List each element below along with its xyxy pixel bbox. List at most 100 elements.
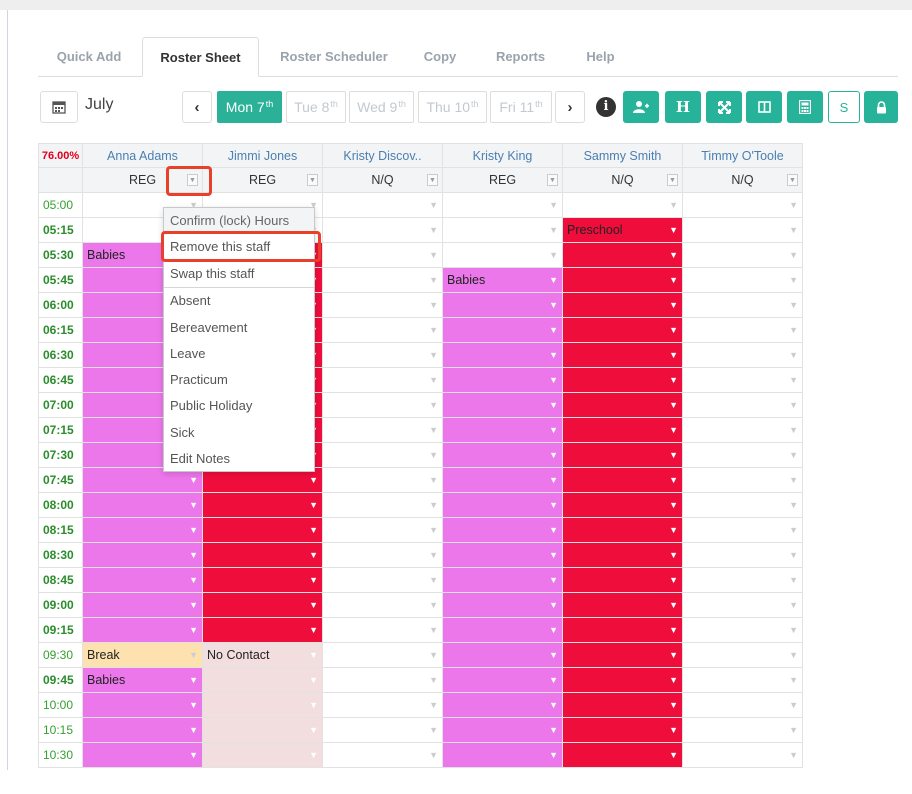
shift-cell[interactable]: ▼ xyxy=(563,718,683,743)
next-day-button[interactable]: › xyxy=(555,91,585,123)
shift-cell[interactable]: ▼ xyxy=(563,668,683,693)
menu-practicum[interactable]: Practicum xyxy=(170,372,228,387)
holiday-button[interactable]: H xyxy=(665,91,701,123)
shift-cell[interactable]: ▼ xyxy=(563,393,683,418)
shift-cell[interactable]: Preschool ▼ xyxy=(563,218,683,243)
staff-options-toggle[interactable]: ▼ xyxy=(787,174,798,186)
shift-cell[interactable]: ▼ xyxy=(563,543,683,568)
shift-cell[interactable]: ▼ xyxy=(683,493,803,518)
menu-sick[interactable]: Sick xyxy=(170,425,195,440)
s-button[interactable]: S xyxy=(828,91,860,123)
menu-swap-staff[interactable]: Swap this staff xyxy=(170,266,255,281)
shift-cell[interactable]: ▼ xyxy=(563,243,683,268)
tab-quick-add[interactable]: Quick Add xyxy=(56,49,122,64)
shift-cell[interactable]: ▼ xyxy=(683,668,803,693)
menu-absent[interactable]: Absent xyxy=(170,293,211,308)
shift-cell[interactable]: ▼ xyxy=(683,393,803,418)
staff-name-header[interactable]: Kristy Discov.. xyxy=(323,143,443,168)
shift-cell[interactable]: ▼ xyxy=(683,643,803,668)
shift-cell[interactable]: ▼ xyxy=(563,493,683,518)
tab-copy[interactable]: Copy xyxy=(423,49,457,64)
staff-name-header[interactable]: Kristy King xyxy=(443,143,563,168)
shift-cell[interactable]: ▼ xyxy=(203,618,323,643)
shift-cell[interactable]: ▼ xyxy=(683,193,803,218)
shift-cell[interactable]: ▼ xyxy=(203,493,323,518)
staff-options-toggle[interactable]: ▼ xyxy=(427,174,438,186)
shift-cell[interactable]: ▼ xyxy=(563,368,683,393)
shift-cell[interactable]: ▼ xyxy=(563,518,683,543)
shift-cell[interactable]: ▼ xyxy=(563,468,683,493)
shift-cell[interactable]: ▼ xyxy=(323,568,443,593)
shift-cell[interactable]: ▼ xyxy=(563,643,683,668)
shift-cell[interactable]: ▼ xyxy=(203,743,323,768)
columns-button[interactable] xyxy=(746,91,782,123)
shift-cell[interactable]: ▼ xyxy=(683,518,803,543)
shift-cell[interactable]: ▼ xyxy=(83,593,203,618)
shift-cell[interactable]: ▼ xyxy=(443,668,563,693)
shift-cell[interactable]: ▼ xyxy=(443,443,563,468)
shift-cell[interactable]: ▼ xyxy=(83,543,203,568)
shift-cell[interactable]: ▼ xyxy=(443,518,563,543)
shift-cell[interactable]: ▼ xyxy=(563,318,683,343)
shift-cell[interactable]: ▼ xyxy=(563,418,683,443)
shift-cell[interactable]: ▼ xyxy=(563,443,683,468)
staff-options-toggle[interactable]: ▼ xyxy=(307,174,318,186)
shift-cell[interactable]: ▼ xyxy=(683,268,803,293)
shift-cell[interactable]: ▼ xyxy=(323,268,443,293)
menu-confirm-lock-hours[interactable]: Confirm (lock) Hours xyxy=(164,208,314,234)
shift-cell[interactable]: ▼ xyxy=(683,443,803,468)
shift-cell[interactable]: ▼ xyxy=(443,543,563,568)
shift-cell[interactable]: ▼ xyxy=(203,718,323,743)
shift-cell[interactable]: ▼ xyxy=(683,343,803,368)
shift-cell[interactable]: ▼ xyxy=(683,693,803,718)
tab-help[interactable]: Help xyxy=(586,49,615,64)
lock-button[interactable] xyxy=(864,91,898,123)
shift-cell[interactable]: ▼ xyxy=(443,293,563,318)
shift-cell[interactable]: ▼ xyxy=(683,418,803,443)
staff-name-header[interactable]: Anna Adams xyxy=(83,143,203,168)
shift-cell[interactable]: ▼ xyxy=(83,743,203,768)
shift-cell[interactable]: ▼ xyxy=(323,318,443,343)
shift-cell[interactable]: ▼ xyxy=(83,568,203,593)
staff-options-toggle[interactable]: ▼ xyxy=(187,174,198,186)
shift-cell[interactable]: ▼ xyxy=(683,718,803,743)
menu-bereavement[interactable]: Bereavement xyxy=(170,320,248,335)
shift-cell[interactable]: ▼ xyxy=(443,393,563,418)
add-staff-button[interactable] xyxy=(623,91,659,123)
staff-name-header[interactable]: Jimmi Jones xyxy=(203,143,323,168)
shift-cell[interactable]: ▼ xyxy=(443,243,563,268)
prev-day-button[interactable]: ‹ xyxy=(182,91,212,123)
shift-cell[interactable]: ▼ xyxy=(83,193,203,218)
shift-cell[interactable]: ▼ xyxy=(563,693,683,718)
shift-cell[interactable]: ▼ xyxy=(443,568,563,593)
shift-cell[interactable]: ▼ xyxy=(323,593,443,618)
shift-cell[interactable]: ▼ xyxy=(683,468,803,493)
shift-cell[interactable]: ▼ xyxy=(323,518,443,543)
shift-cell[interactable]: ▼ xyxy=(323,293,443,318)
shift-cell[interactable]: ▼ xyxy=(683,568,803,593)
shift-cell[interactable]: ▼ xyxy=(323,543,443,568)
shift-cell[interactable]: ▼ xyxy=(443,468,563,493)
shift-cell[interactable]: No Contact ▼ xyxy=(203,643,323,668)
shift-cell[interactable]: ▼ xyxy=(323,343,443,368)
shift-cell[interactable]: ▼ xyxy=(563,618,683,643)
shift-cell[interactable]: ▼ xyxy=(323,668,443,693)
shift-cell[interactable]: ▼ xyxy=(83,493,203,518)
shift-cell[interactable]: ▼ xyxy=(83,718,203,743)
shift-cell[interactable]: ▼ xyxy=(563,593,683,618)
shift-cell[interactable]: ▼ xyxy=(323,718,443,743)
expand-button[interactable] xyxy=(706,91,742,123)
shift-cell[interactable]: ▼ xyxy=(443,618,563,643)
shift-cell[interactable]: ▼ xyxy=(83,518,203,543)
menu-leave[interactable]: Leave xyxy=(170,346,206,361)
menu-public-holiday[interactable]: Public Holiday xyxy=(170,398,253,413)
shift-cell[interactable]: ▼ xyxy=(323,493,443,518)
shift-cell[interactable]: ▼ xyxy=(323,418,443,443)
shift-cell[interactable]: ▼ xyxy=(203,468,323,493)
tab-reports[interactable]: Reports xyxy=(495,49,546,64)
shift-cell[interactable]: ▼ xyxy=(683,618,803,643)
shift-cell[interactable]: ▼ xyxy=(323,368,443,393)
